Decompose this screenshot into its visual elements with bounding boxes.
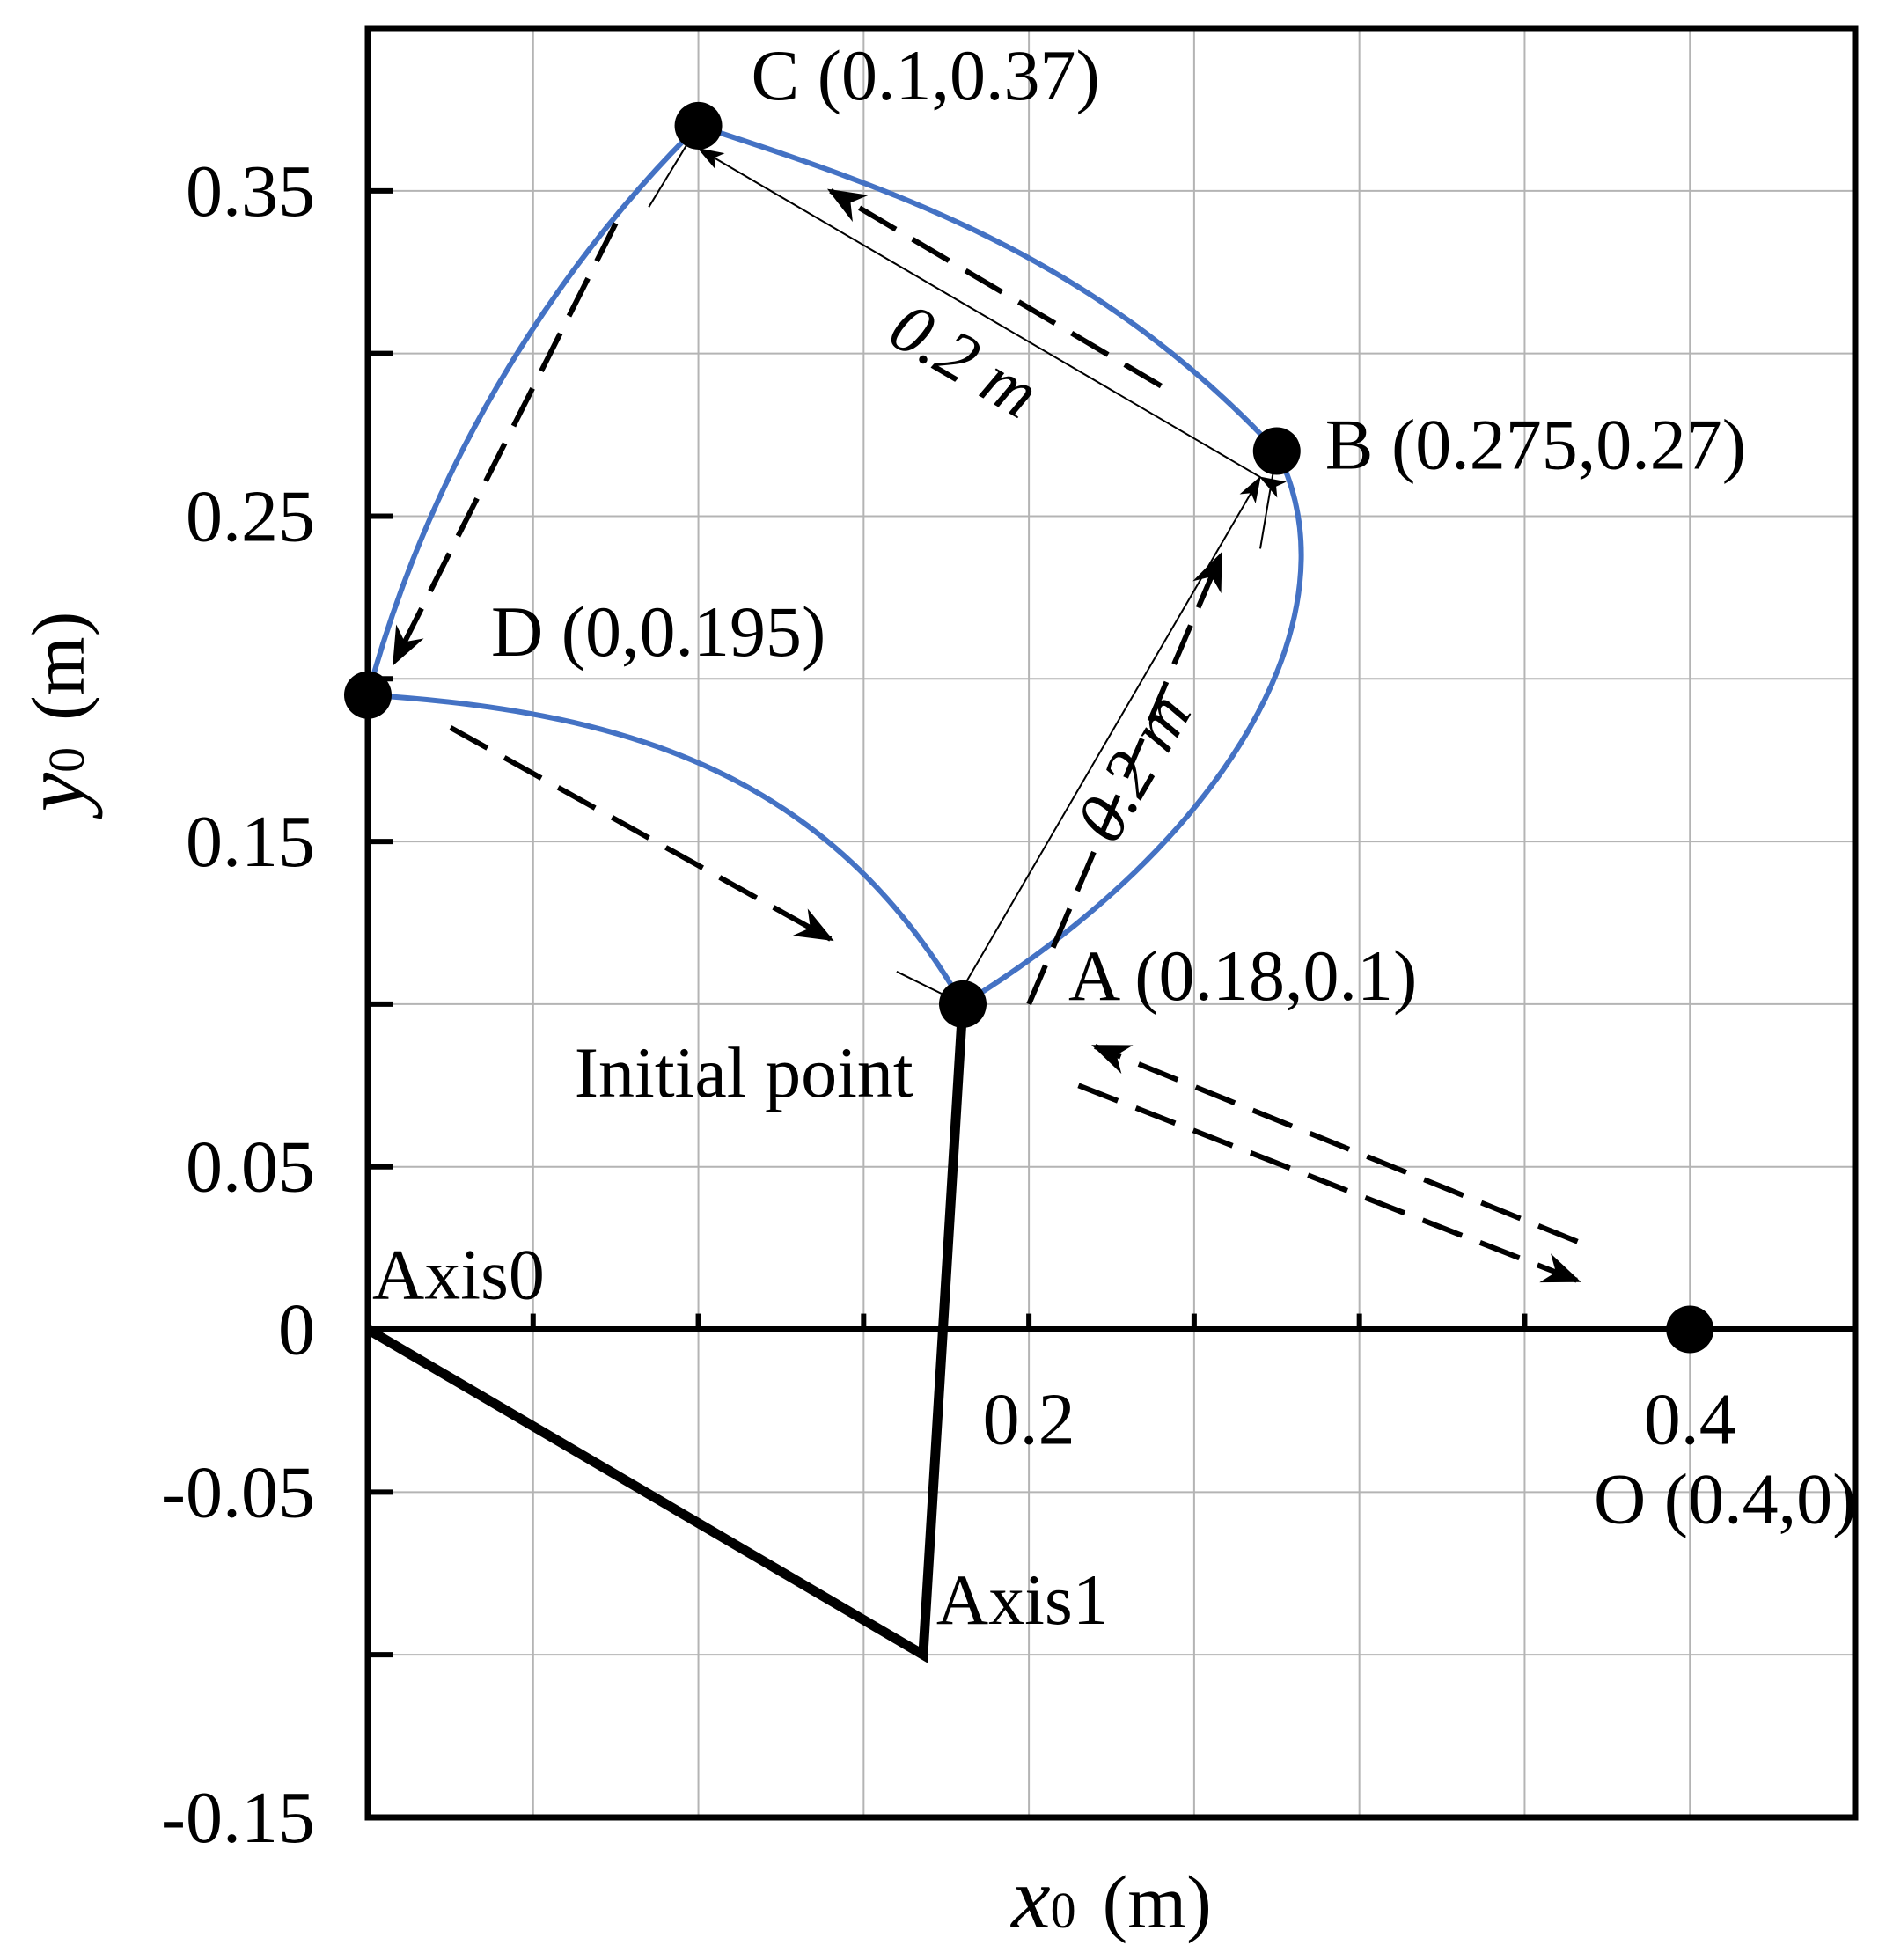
axis1-label: Axis1 [936,1560,1109,1640]
point-label-C: C (0.1,0.37) [752,35,1100,115]
y-tick-label: 0.15 [186,801,315,883]
point-label-A: A (0.18,0.1) [1068,936,1417,1016]
point-label-D: D (0,0.195) [491,591,825,672]
robot-arm-links [365,1003,968,1663]
direction-arrow [1026,551,1223,1006]
trajectory [365,123,1304,1007]
y-tick-label: 0.35 [186,150,315,232]
axis0-label: Axis0 [372,1235,545,1315]
labels: A (0.18,0.1) B (0.275,0.27) C (0.1,0.37) D … [372,35,1856,1640]
direction-arrow [1077,1083,1581,1283]
y-axis-title: y0(m) [5,612,103,820]
trajectory-segment-BC [697,123,1279,453]
axes: 0.35 0.25 0.15 0.05 0 -0.05 -0.15 0.2 0.4 x0 (m) y0… [5,150,1855,1947]
point-A [939,980,987,1028]
y-tick-label: 0.05 [186,1127,315,1208]
trajectory-segment-AB [961,450,1304,1007]
direction-arrow [392,222,619,666]
points [344,101,1714,1354]
robot-arm [365,1003,968,1663]
y-tick-label: -0.05 [161,1451,315,1533]
x-tick-label: 0.2 [983,1379,1075,1461]
x-axis-title: x0 (m) [1009,1849,1212,1947]
point-O [1666,1305,1714,1354]
point-B [1252,427,1301,475]
plot-frame [364,25,1859,1821]
dimension-label: 0.2 m [877,288,1052,434]
dimension-lines: 0.2 m 0.2 m [648,125,1287,1015]
grid [368,28,1855,1817]
point-label-B: B (0.275,0.27) [1325,405,1746,485]
point-C [674,101,723,150]
direction-arrows [392,188,1581,1283]
y-tick-label: 0 [278,1289,315,1371]
direction-arrow [1091,1044,1579,1244]
point-label-O: O (0.4,0) [1594,1459,1856,1539]
y-tick-label: 0.25 [186,475,315,557]
dimension-label: 0.2 m [1060,680,1207,855]
trajectory-segment-CD [365,123,701,696]
initial-point-label: Initial point [575,1032,913,1112]
x-tick-label: 0.4 [1644,1379,1736,1461]
direction-arrow [826,188,1163,389]
dimension-line [697,147,1287,498]
direction-arrow [449,725,834,942]
trajectory-segment-DA [367,692,965,1006]
y-tick-label: -0.15 [161,1777,315,1859]
